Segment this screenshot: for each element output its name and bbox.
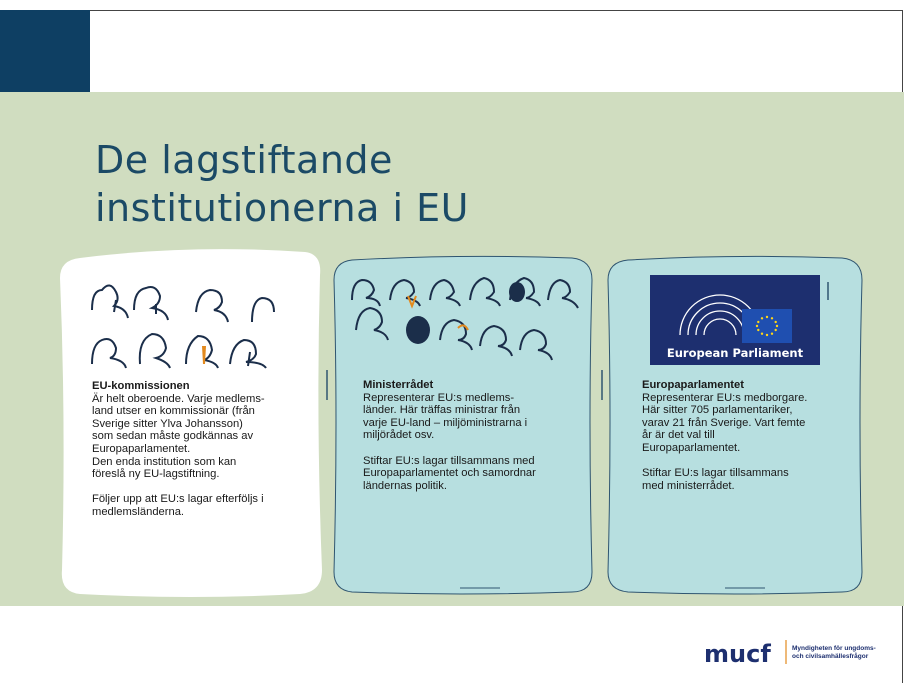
- illustrations: European Parliament mucf Myndigheten för…: [0, 0, 904, 684]
- text-line: Stiftar EU:s lagar tillsammans: [642, 467, 807, 480]
- text-line: varje EU-land – miljöministrarna i: [363, 417, 536, 430]
- page: html, body { margin: 0; padding: 0; } bo…: [0, 0, 904, 684]
- slide: {"header": {"title": ["De lagstiftande",…: [0, 0, 904, 684]
- text-line: föreslå ny EU-lagstiftning.: [92, 468, 265, 481]
- text-line: år är det val till: [642, 429, 807, 442]
- paragraph-gap: [642, 455, 807, 468]
- agency-name: Myndigheten för ungdoms-: [792, 645, 876, 652]
- text-line: ländernas politik.: [363, 480, 536, 493]
- text-line: Representerar EU:s medlems-: [363, 392, 536, 405]
- text-line: Här sitter 705 parlamentariker,: [642, 404, 807, 417]
- eu-flag: [742, 309, 792, 343]
- text-line: Representerar EU:s medborgare.: [642, 392, 807, 405]
- text-line: Europaparlamentet.: [642, 442, 807, 455]
- paragraph-gap: [92, 481, 265, 494]
- text-line: miljörådet osv.: [363, 429, 536, 442]
- parliament-logo-text: European Parliament: [667, 346, 804, 360]
- text-line: med ministerrådet.: [642, 480, 807, 493]
- text-line: Den enda institution som kan: [92, 456, 265, 469]
- text-line: som sedan måste godkännas av: [92, 430, 265, 443]
- agency-name: och civilsamhällesfrågor: [792, 652, 869, 660]
- text-line: medlemsländerna.: [92, 506, 265, 519]
- paragraph-gap: [363, 442, 536, 455]
- person: [406, 316, 430, 344]
- text-line: länder. Här träffas ministrar från: [363, 404, 536, 417]
- card-heading: Europaparlamentet: [642, 379, 807, 392]
- text-line: Europaparlamentet och samordnar: [363, 467, 536, 480]
- text-line: Är helt oberoende. Varje medlems-: [92, 393, 265, 406]
- text-line: Europaparlamentet.: [92, 443, 265, 456]
- text-line: Sverige sitter Ylva Johansson): [92, 418, 265, 431]
- card-heading: EU-kommissionen: [92, 380, 265, 393]
- card-heading: Ministerrådet: [363, 379, 536, 392]
- footer-logo: mucf: [704, 640, 771, 668]
- text-line: land utser en kommissionär (från: [92, 405, 265, 418]
- text-line: Följer upp att EU:s lagar efterföljs i: [92, 493, 265, 506]
- text-line: Stiftar EU:s lagar tillsammans med: [363, 455, 536, 468]
- text-line: varav 21 från Sverige. Vart femte: [642, 417, 807, 430]
- person: [509, 282, 525, 302]
